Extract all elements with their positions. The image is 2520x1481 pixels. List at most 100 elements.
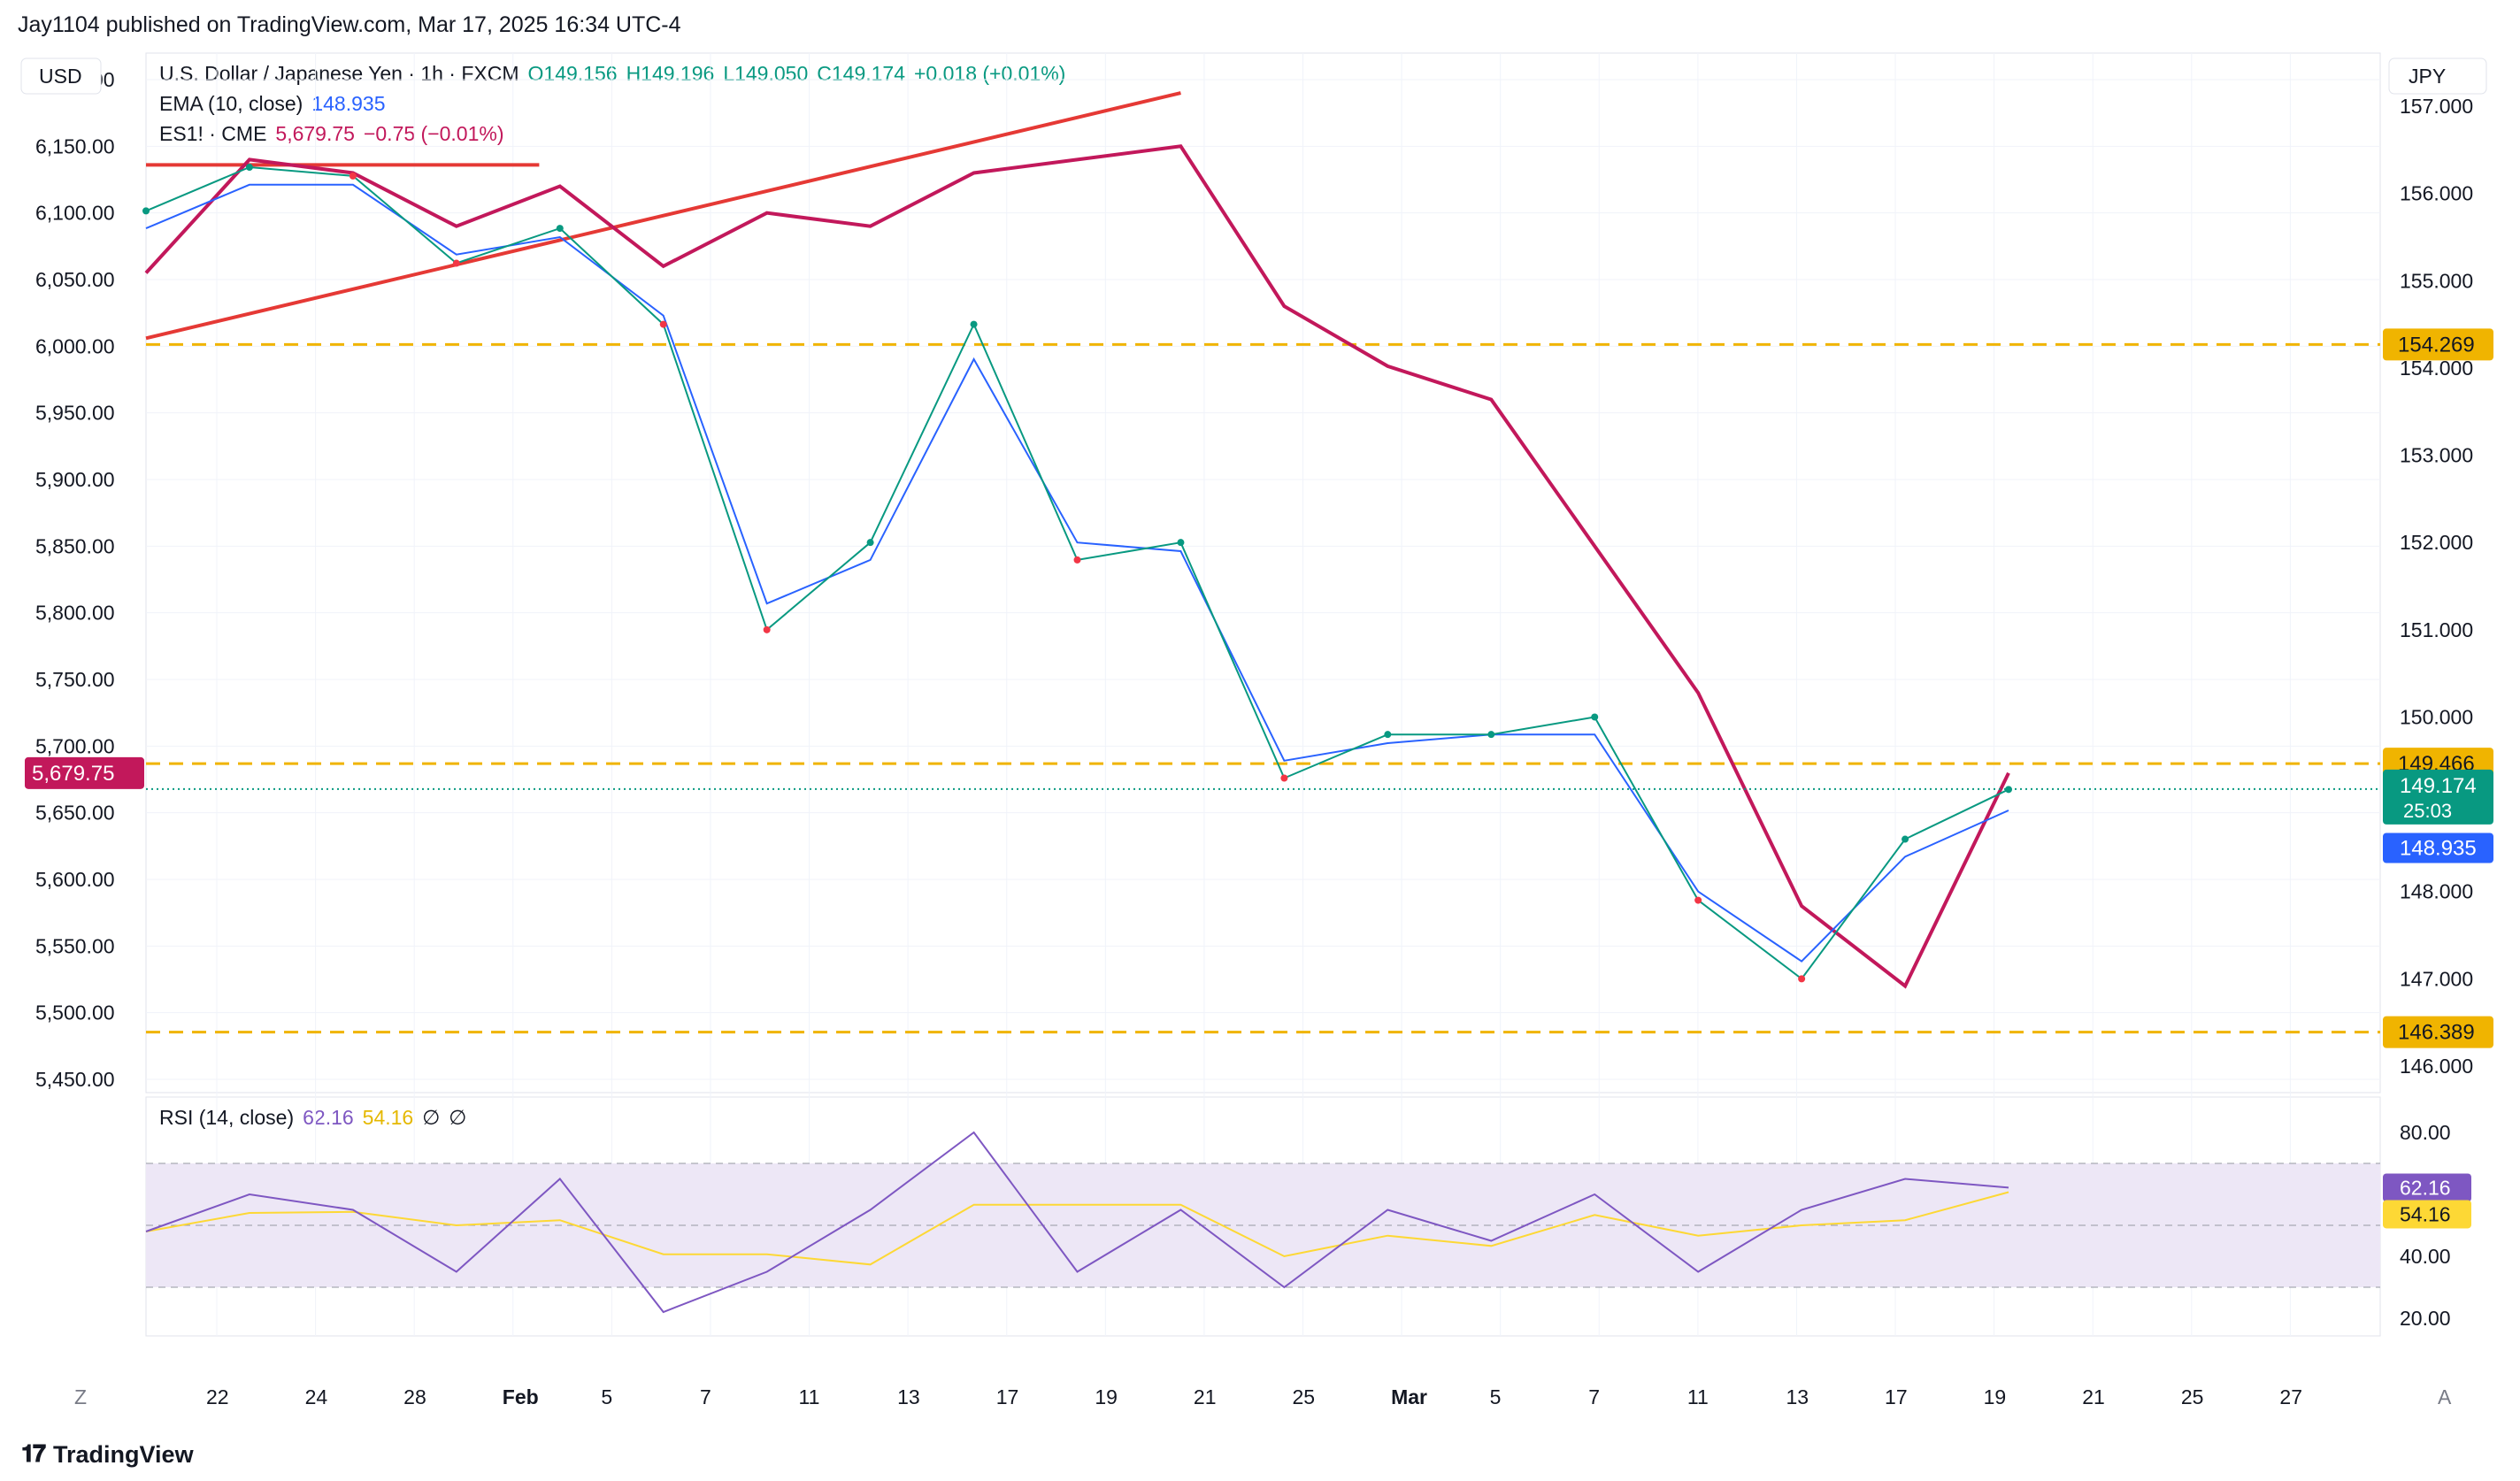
open-value: O149.156: [527, 62, 618, 85]
right-tick-label: 157.000: [2400, 95, 2473, 118]
right-tick-label: 152.000: [2400, 531, 2473, 554]
x-tick-label: 11: [1687, 1385, 1709, 1408]
x-tick-label: 13: [897, 1385, 920, 1408]
bar-countdown-label: 25:03: [2403, 800, 2452, 822]
right-tick-label: 147.000: [2400, 967, 2473, 990]
right-tick-label: 156.000: [2400, 182, 2473, 205]
right-tick-label: 146.000: [2400, 1055, 2473, 1078]
left-tick-label: 6,000.00: [35, 334, 115, 357]
rsi-tick-label: 20.00: [2400, 1307, 2451, 1330]
usdjpy-point: [1177, 539, 1185, 547]
usdjpy-point: [1798, 975, 1806, 983]
level-price-tag: [2383, 1016, 2493, 1048]
x-tick-label: 25: [1293, 1385, 1316, 1408]
rsi-value: 62.16: [303, 1106, 354, 1129]
rsi-ma-label: 54.16: [2400, 1202, 2451, 1225]
left-tick-label: 5,550.00: [35, 934, 115, 957]
usdjpy-point: [452, 259, 460, 267]
x-tick-label: 21: [2082, 1385, 2105, 1408]
right-unit-label: JPY: [2409, 65, 2446, 88]
x-tick-label: 17: [996, 1385, 1019, 1408]
ema-label[interactable]: EMA (10, close): [159, 92, 303, 115]
rsi-ma-tag: [2383, 1200, 2471, 1229]
ema-value: 148.935: [311, 92, 386, 115]
x-tick-label: Mar: [1391, 1385, 1427, 1408]
x-tick-label: 19: [1095, 1385, 1118, 1408]
main-legend[interactable]: U.S. Dollar / Japanese Yen · 1h · FXCM O1…: [159, 62, 1074, 86]
left-tick-label: 5,750.00: [35, 668, 115, 691]
left-tick-label: 6,150.00: [35, 134, 115, 157]
left-tick-label: 5,450.00: [35, 1068, 115, 1091]
x-tick-label: 13: [1786, 1385, 1809, 1408]
level-price-tag: [2383, 328, 2493, 361]
left-tick-label: 6,100.00: [35, 202, 115, 225]
rsi-value-label: 62.16: [2400, 1176, 2451, 1199]
es-price-tag: [25, 756, 144, 789]
trendline[interactable]: [145, 91, 1181, 341]
symbol-label[interactable]: U.S. Dollar / Japanese Yen · 1h · FXCM: [159, 62, 519, 85]
es-legend[interactable]: ES1! · CME 5,679.75 −0.75 (−0.01%): [159, 122, 513, 146]
rsi-tick-label: 40.00: [2400, 1245, 2451, 1268]
left-tick-label: 5,850.00: [35, 534, 115, 557]
left-tick-label: 5,500.00: [35, 1001, 115, 1024]
usdjpy-point: [1591, 713, 1599, 721]
left-tick-label: 5,900.00: [35, 468, 115, 491]
tradingview-brand: 𝟏𝟕 TradingView: [21, 1440, 194, 1469]
auto-scale-button: A: [2438, 1385, 2452, 1408]
usdjpy-point: [2005, 786, 2012, 794]
x-tick-label: 27: [2279, 1385, 2302, 1408]
change-value: +0.018 (+0.01%): [914, 62, 1066, 85]
usdjpy-point: [1384, 731, 1392, 739]
usdjpy-point: [1487, 731, 1495, 739]
x-tick-label: 5: [1490, 1385, 1502, 1408]
rsi-line[interactable]: [145, 1131, 2009, 1314]
rsi-ma-line[interactable]: [145, 1191, 2009, 1266]
rsi-na-2: ∅: [449, 1106, 467, 1129]
level-price-label: 154.269: [2398, 333, 2475, 357]
left-unit-label: USD: [39, 65, 82, 88]
right-tick-label: 151.000: [2400, 618, 2473, 641]
left-tick-label: 5,700.00: [35, 734, 115, 757]
x-tick-label: 7: [1588, 1385, 1600, 1408]
es1-line[interactable]: [144, 144, 2010, 989]
left-tick-label: 5,650.00: [35, 802, 115, 825]
rsi-value-tag: [2383, 1173, 2471, 1202]
usdjpy-point: [142, 207, 150, 215]
right-tick-label: 148.000: [2400, 880, 2473, 903]
usdjpy-line[interactable]: [145, 165, 2009, 980]
usdjpy-point: [245, 164, 253, 172]
last-price-tag: [2383, 769, 2493, 825]
rsi-tick-label: 80.00: [2400, 1121, 2451, 1144]
level-price-label: 146.389: [2398, 1021, 2475, 1045]
x-tick-label: 19: [1984, 1385, 2007, 1408]
x-tick-label: 25: [2181, 1385, 2204, 1408]
high-value: H149.196: [626, 62, 715, 85]
right-unit-box[interactable]: [2388, 58, 2487, 95]
rsi-na-1: ∅: [422, 1106, 441, 1129]
usdjpy-point: [970, 320, 978, 328]
left-tick-label: 5,600.00: [35, 868, 115, 891]
es-change: −0.75 (−0.01%): [363, 122, 504, 145]
usdjpy-point: [763, 625, 771, 633]
x-tick-label: 7: [700, 1385, 711, 1408]
rsi-legend[interactable]: RSI (14, close) 62.16 54.16 ∅ ∅: [159, 1106, 475, 1130]
ema-legend[interactable]: EMA (10, close) 148.935: [159, 92, 394, 116]
left-tick-label: 5,950.00: [35, 402, 115, 425]
usdjpy-point: [866, 539, 874, 547]
es-label[interactable]: ES1! · CME: [159, 122, 267, 145]
rsi-label[interactable]: RSI (14, close): [159, 1106, 295, 1129]
x-tick-label: 28: [403, 1385, 426, 1408]
left-tick-label: 6,050.00: [35, 268, 115, 291]
usdjpy-point: [659, 320, 667, 328]
brand-label: TradingView: [53, 1440, 194, 1468]
right-tick-label: 155.000: [2400, 269, 2473, 292]
last-price-label: 149.174: [2400, 774, 2477, 798]
x-tick-label: 24: [305, 1385, 328, 1408]
x-tick-label: Feb: [503, 1385, 539, 1408]
tradingview-logo-icon: 𝟏𝟕: [21, 1440, 46, 1467]
ema-price-tag: [2383, 833, 2493, 863]
left-unit-box[interactable]: [20, 58, 102, 95]
ema-line[interactable]: [145, 183, 2009, 963]
x-tick-label: 21: [1194, 1385, 1217, 1408]
